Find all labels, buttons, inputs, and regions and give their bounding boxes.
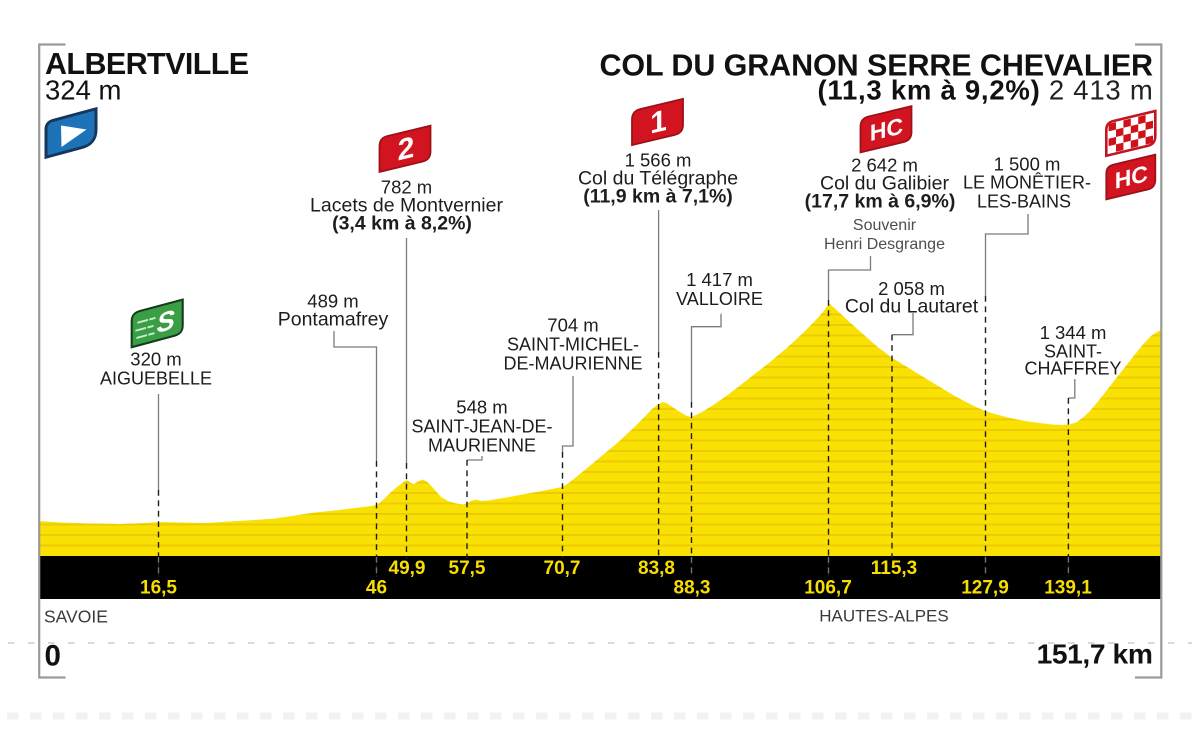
svg-text:Col du Télégraphe: Col du Télégraphe — [578, 168, 738, 190]
svg-text:151,7 km: 151,7 km — [1037, 638, 1153, 670]
svg-text:1 417 m: 1 417 m — [686, 269, 753, 290]
svg-text:106,7: 106,7 — [804, 578, 852, 599]
svg-text:57,5: 57,5 — [449, 558, 486, 579]
svg-text:VALLOIRE: VALLOIRE — [676, 289, 763, 309]
svg-text:0: 0 — [45, 640, 61, 673]
svg-text:LES-BAINS: LES-BAINS — [977, 192, 1071, 212]
svg-text:16,5: 16,5 — [140, 578, 177, 599]
svg-text:DE-MAURIENNE: DE-MAURIENNE — [503, 354, 642, 374]
svg-text:COL DU GRANON SERRE CHEVALIER: COL DU GRANON SERRE CHEVALIER — [600, 49, 1154, 83]
svg-text:489 m: 489 m — [307, 291, 358, 312]
svg-text:MAURIENNE: MAURIENNE — [428, 436, 536, 456]
svg-text:324 m: 324 m — [45, 75, 121, 106]
svg-text:1 500 m: 1 500 m — [994, 154, 1061, 175]
svg-text:(11,3 km à 9,2%) 2 413 m: (11,3 km à 9,2%) 2 413 m — [818, 75, 1154, 106]
svg-text:(11,9 km à 7,1%): (11,9 km à 7,1%) — [583, 186, 733, 208]
svg-text:S: S — [155, 303, 178, 340]
svg-text:49,9: 49,9 — [389, 558, 426, 579]
svg-text:46: 46 — [366, 578, 387, 599]
svg-text:1 344 m: 1 344 m — [1040, 322, 1107, 343]
svg-text:LE MONÊTIER-: LE MONÊTIER- — [963, 173, 1091, 193]
svg-text:(3,4 km à 8,2%): (3,4 km à 8,2%) — [332, 213, 472, 235]
svg-text:Col du Lautaret: Col du Lautaret — [845, 296, 979, 318]
svg-text:782 m: 782 m — [381, 177, 432, 198]
svg-text:SAINT-JEAN-DE-: SAINT-JEAN-DE- — [411, 417, 552, 437]
svg-text:Henri Desgrange: Henri Desgrange — [824, 236, 945, 253]
svg-text:Souvenir: Souvenir — [853, 217, 917, 234]
svg-text:(17,7 km à 6,9%): (17,7 km à 6,9%) — [805, 191, 956, 213]
svg-text:AIGUEBELLE: AIGUEBELLE — [100, 369, 212, 389]
svg-text:88,3: 88,3 — [674, 578, 711, 599]
svg-text:320 m: 320 m — [130, 349, 181, 370]
svg-text:HAUTES-ALPES: HAUTES-ALPES — [819, 607, 948, 626]
svg-text:704 m: 704 m — [547, 315, 598, 336]
svg-text:115,3: 115,3 — [871, 558, 918, 579]
svg-text:Lacets de Montvernier: Lacets de Montvernier — [310, 195, 503, 217]
svg-text:SAINT-: SAINT- — [1044, 342, 1102, 362]
svg-text:Pontamafrey: Pontamafrey — [278, 309, 389, 331]
svg-text:2: 2 — [398, 130, 415, 168]
svg-text:Col du Galibier: Col du Galibier — [820, 173, 949, 195]
svg-text:2 642 m: 2 642 m — [851, 155, 918, 176]
svg-text:139,1: 139,1 — [1044, 578, 1092, 599]
svg-text:70,7: 70,7 — [544, 558, 581, 579]
svg-text:SAINT-MICHEL-: SAINT-MICHEL- — [507, 335, 639, 355]
svg-text:83,8: 83,8 — [638, 558, 675, 579]
svg-text:ALBERTVILLE: ALBERTVILLE — [45, 47, 249, 81]
svg-text:548 m: 548 m — [456, 397, 507, 418]
svg-text:1 566 m: 1 566 m — [625, 150, 692, 171]
svg-text:127,9: 127,9 — [961, 578, 1009, 599]
svg-text:CHAFFREY: CHAFFREY — [1024, 359, 1121, 379]
svg-text:SAVOIE: SAVOIE — [44, 607, 108, 627]
svg-text:2 058 m: 2 058 m — [878, 278, 945, 299]
svg-text:1: 1 — [650, 103, 667, 141]
